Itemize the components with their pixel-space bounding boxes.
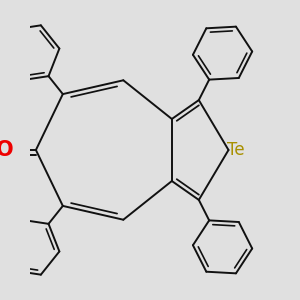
- Text: O: O: [0, 140, 13, 160]
- Text: Te: Te: [227, 141, 245, 159]
